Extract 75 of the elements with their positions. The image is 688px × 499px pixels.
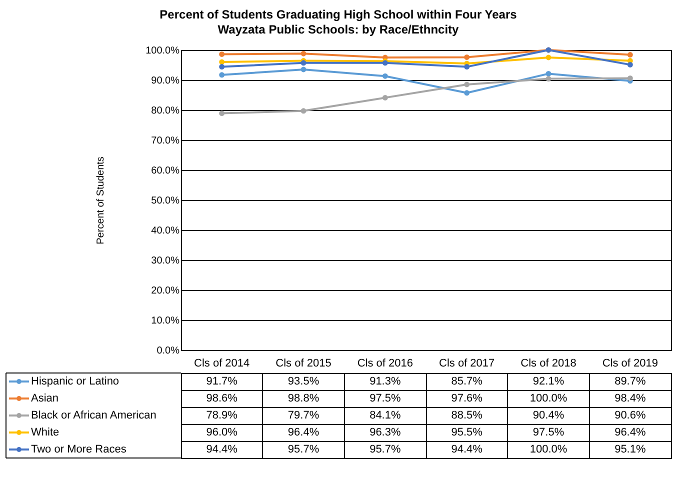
data-label: 84.1% [370,410,401,422]
point [546,76,552,82]
point [464,64,470,70]
point [219,110,225,116]
y-tick-label: 80.0% [151,106,180,116]
legend-label: Two or More Races [31,444,127,456]
y-tick-label: 40.0% [151,226,180,236]
data-label: 95.7% [370,444,401,456]
data-label: 96.4% [614,426,646,438]
legend-label: Hispanic or Latino [31,376,120,388]
y-tick-label: 90.0% [151,76,180,86]
chart-title: Percent of Students Graduating High School within Four Years [160,8,518,22]
point [464,54,470,60]
data-label: 97.5% [370,392,401,404]
point [546,54,552,60]
data-label: 92.1% [532,376,564,388]
data-label: 98.8% [288,392,320,404]
y-tick-label: 0.0% [156,346,180,356]
point [219,51,225,57]
point [464,90,470,96]
y-tick-label: 70.0% [151,136,180,146]
legend-label: White [31,426,60,438]
data-label: 93.5% [288,376,320,388]
y-tick-label: 60.0% [151,166,180,176]
point [464,82,470,88]
y-tick-label: 20.0% [151,286,180,296]
point [219,59,225,65]
data-label: 96.3% [370,426,401,438]
point [627,62,633,68]
point [627,75,633,81]
legend-label: Black or African American [31,410,156,422]
y-tick-label: 100.0% [146,46,180,56]
data-label: 97.6% [451,392,483,404]
data-label: 98.6% [206,392,238,404]
point [382,73,388,79]
point [627,52,633,58]
data-label: 90.4% [532,410,564,422]
data-label: 95.1% [614,444,646,456]
point [219,64,225,70]
legend-label: Asian [31,392,59,404]
data-label: 96.4% [288,426,320,438]
data-label: 95.7% [288,444,320,456]
x-tick-label: Cls of 2014 [194,358,250,370]
point [300,108,306,114]
x-tick-label: Cls of 2019 [602,358,658,370]
point [382,94,388,100]
data-label: 91.3% [370,376,401,388]
y-tick-label: 50.0% [151,196,180,206]
point [300,50,306,56]
x-tick-label: Cls of 2015 [276,358,332,370]
point [546,70,552,76]
y-tick-label: 10.0% [151,316,180,326]
x-tick-label: Cls of 2017 [439,358,495,370]
y-tick-label: 30.0% [151,256,180,266]
data-label: 100.0% [530,392,568,404]
data-label: 94.4% [451,444,483,456]
data-label: 90.6% [614,410,646,422]
data-label: 98.4% [614,392,646,404]
point [300,66,306,72]
data-label: 96.0% [206,426,238,438]
data-label: 85.7% [451,376,483,388]
x-tick-label: Cls of 2016 [357,358,413,370]
data-label: 88.5% [451,410,483,422]
data-label: 94.4% [206,444,238,456]
data-label: 97.5% [532,426,564,438]
data-label: 78.9% [206,410,238,422]
point [219,72,225,78]
data-label: 91.7% [206,376,238,388]
y-axis-title: Percent of Students [96,156,107,244]
data-label: 95.5% [451,426,483,438]
chart-subtitle: Wayzata Public Schools: by Race/Ethncity [218,22,460,36]
x-tick-label: Cls of 2018 [520,358,576,370]
data-label: 89.7% [614,376,646,388]
data-label: 100.0% [530,444,568,456]
data-label: 79.7% [288,410,320,422]
